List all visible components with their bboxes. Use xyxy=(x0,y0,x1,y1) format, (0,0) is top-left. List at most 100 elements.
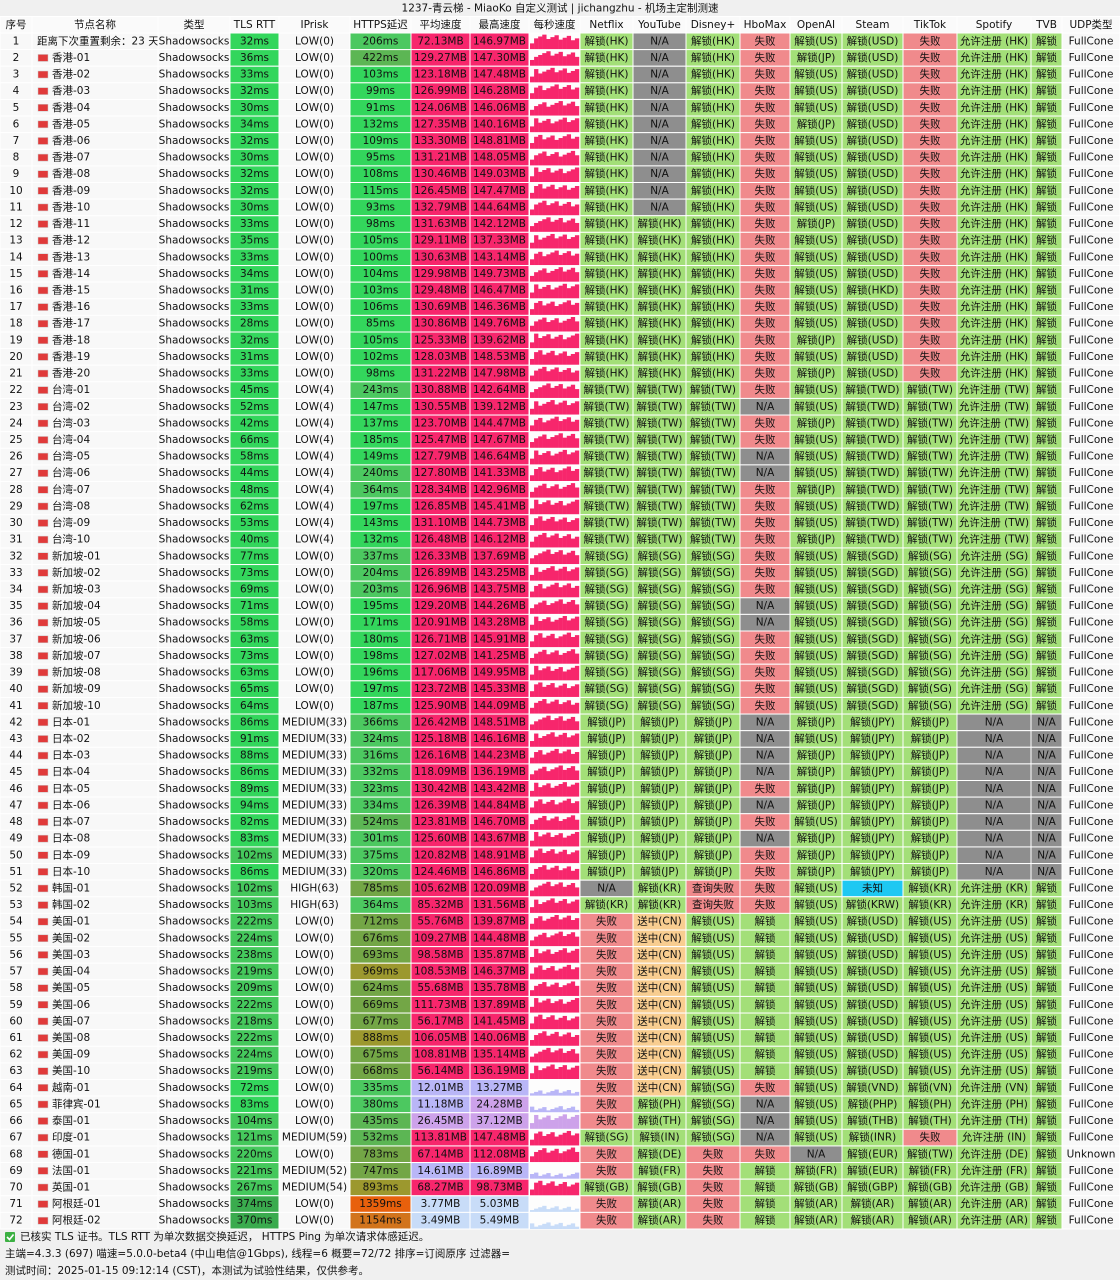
cell-text: 39 xyxy=(9,667,22,679)
cell-text: 115ms xyxy=(363,185,399,197)
cell-text: 32 xyxy=(9,550,22,562)
cell-text: N/A xyxy=(985,716,1004,728)
cell-text: Shadowsocks xyxy=(159,849,230,861)
cell-text: 143ms xyxy=(363,517,399,529)
cell-text: 解锁(JP) xyxy=(587,832,626,845)
speed-bar xyxy=(554,650,559,665)
speed-bar xyxy=(554,1107,559,1113)
cell-text: 解锁(HK) xyxy=(585,333,629,346)
cell-text: 67 xyxy=(9,1132,22,1144)
header-label: 每秒速度 xyxy=(534,18,576,31)
cell-text: FullCone xyxy=(1069,1015,1114,1027)
cell-text: 45ms xyxy=(240,384,269,396)
cell-text: 解锁(SG) xyxy=(638,649,682,662)
speed-bar xyxy=(530,192,535,200)
speed-bar xyxy=(550,104,555,117)
cell-text: 失败 xyxy=(596,1048,617,1061)
cell-text: 130.46MB xyxy=(414,168,467,180)
cell-text: 29 xyxy=(9,500,22,512)
cell-text: 解锁(US) xyxy=(794,200,838,213)
speed-bar xyxy=(562,203,567,216)
cell-text: FullCone xyxy=(1069,600,1114,612)
speed-bar xyxy=(562,400,567,416)
cell-text: 解锁(GBP) xyxy=(847,1180,898,1193)
cell-text: FullCone xyxy=(1069,35,1114,47)
speed-bar xyxy=(566,798,572,814)
cell-text: 5.03MB xyxy=(480,1198,520,1210)
cell-text: 解锁 xyxy=(1036,948,1058,961)
cell-text: 893ms xyxy=(363,1181,399,1193)
speed-bar xyxy=(530,1156,535,1163)
cell-text: 解锁 xyxy=(1036,1214,1058,1227)
speed-bar xyxy=(562,917,567,930)
cell-text: Shadowsocks xyxy=(159,750,230,762)
cell-text: 允许注册 (SG) xyxy=(960,649,1028,662)
cell-text: 63ms xyxy=(240,633,269,645)
speed-bar xyxy=(546,549,551,565)
cell-text: 允许注册 (GB) xyxy=(960,1180,1029,1193)
cell-text: N/A xyxy=(1037,816,1056,828)
cell-text: 30ms xyxy=(240,102,269,114)
speed-bar xyxy=(566,300,572,316)
cell-text: 69 xyxy=(9,1165,22,1177)
speed-bar xyxy=(570,950,576,964)
cell-text: 32ms xyxy=(240,334,269,346)
cell-text: 失败 xyxy=(703,1180,724,1193)
cell-text: 解锁(USD) xyxy=(847,84,899,97)
cell-text: 123.18MB xyxy=(414,69,467,81)
speed-bar xyxy=(550,123,555,133)
cell-text: Shadowsocks xyxy=(159,152,230,164)
cell-text: 解锁(AR) xyxy=(851,1214,895,1227)
cell-text: 解锁(JP) xyxy=(587,865,626,878)
cell-text: 解锁(AR) xyxy=(851,1197,895,1210)
cell-text: 解锁(HK) xyxy=(638,333,682,346)
cell-text: 失败 xyxy=(596,948,617,961)
node-name: 台湾-03 xyxy=(52,416,90,429)
node-name: 阿根廷-01 xyxy=(52,1197,101,1210)
speed-bar xyxy=(570,255,576,266)
cell-text: 解锁 xyxy=(1036,1081,1058,1094)
cell-text: Shadowsocks xyxy=(159,1181,230,1193)
cell-text: 197ms xyxy=(363,500,399,512)
cell-text: 允许注册 (HK) xyxy=(960,101,1028,114)
cell-text: Shadowsocks xyxy=(159,135,230,147)
speed-bar xyxy=(534,665,539,681)
cell-text: 解锁(HK) xyxy=(638,283,682,296)
cell-text: FullCone xyxy=(1069,85,1114,97)
speed-bar xyxy=(574,936,580,947)
speed-bar xyxy=(534,721,539,731)
speed-bar xyxy=(558,421,563,432)
cell-text: FullCone xyxy=(1069,916,1114,928)
cell-text: 40 xyxy=(9,683,22,695)
cell-text: 解锁(USD) xyxy=(847,965,899,978)
speed-bar xyxy=(574,56,580,67)
cell-text: Shadowsocks xyxy=(159,218,230,230)
node-name: 香港-10 xyxy=(52,201,90,213)
cell xyxy=(31,1128,159,1147)
node-name: 台湾-05 xyxy=(52,450,90,463)
speed-bar xyxy=(566,688,572,698)
cell-text: 解锁(HK) xyxy=(638,250,682,263)
speed-bar xyxy=(534,302,539,316)
cell-text: 失败 xyxy=(755,898,776,911)
speed-bar xyxy=(550,1064,555,1080)
speed-bar xyxy=(562,222,567,233)
cell-text: 139.87MB xyxy=(473,916,526,928)
cell-text: LOW(0) xyxy=(295,284,334,296)
cell-text: 失败 xyxy=(920,350,941,363)
cell-text: 238ms xyxy=(237,949,273,961)
cell-text: 126.33MB xyxy=(414,550,467,562)
speed-bar xyxy=(546,155,551,166)
cell-text: Shadowsocks xyxy=(159,600,230,612)
speed-bar xyxy=(562,1151,567,1163)
cell-text: 669ms xyxy=(363,999,399,1011)
cell-text: N/A xyxy=(756,401,775,413)
cell-text: 24.28MB xyxy=(476,1098,522,1110)
speed-bar xyxy=(562,253,567,266)
speed-bar xyxy=(538,633,543,648)
speed-bar xyxy=(534,770,539,781)
speed-bar xyxy=(566,749,572,764)
cell-text: 允许注册 (DE) xyxy=(960,1147,1028,1160)
speed-bar xyxy=(538,571,543,582)
speed-bar xyxy=(534,204,539,216)
